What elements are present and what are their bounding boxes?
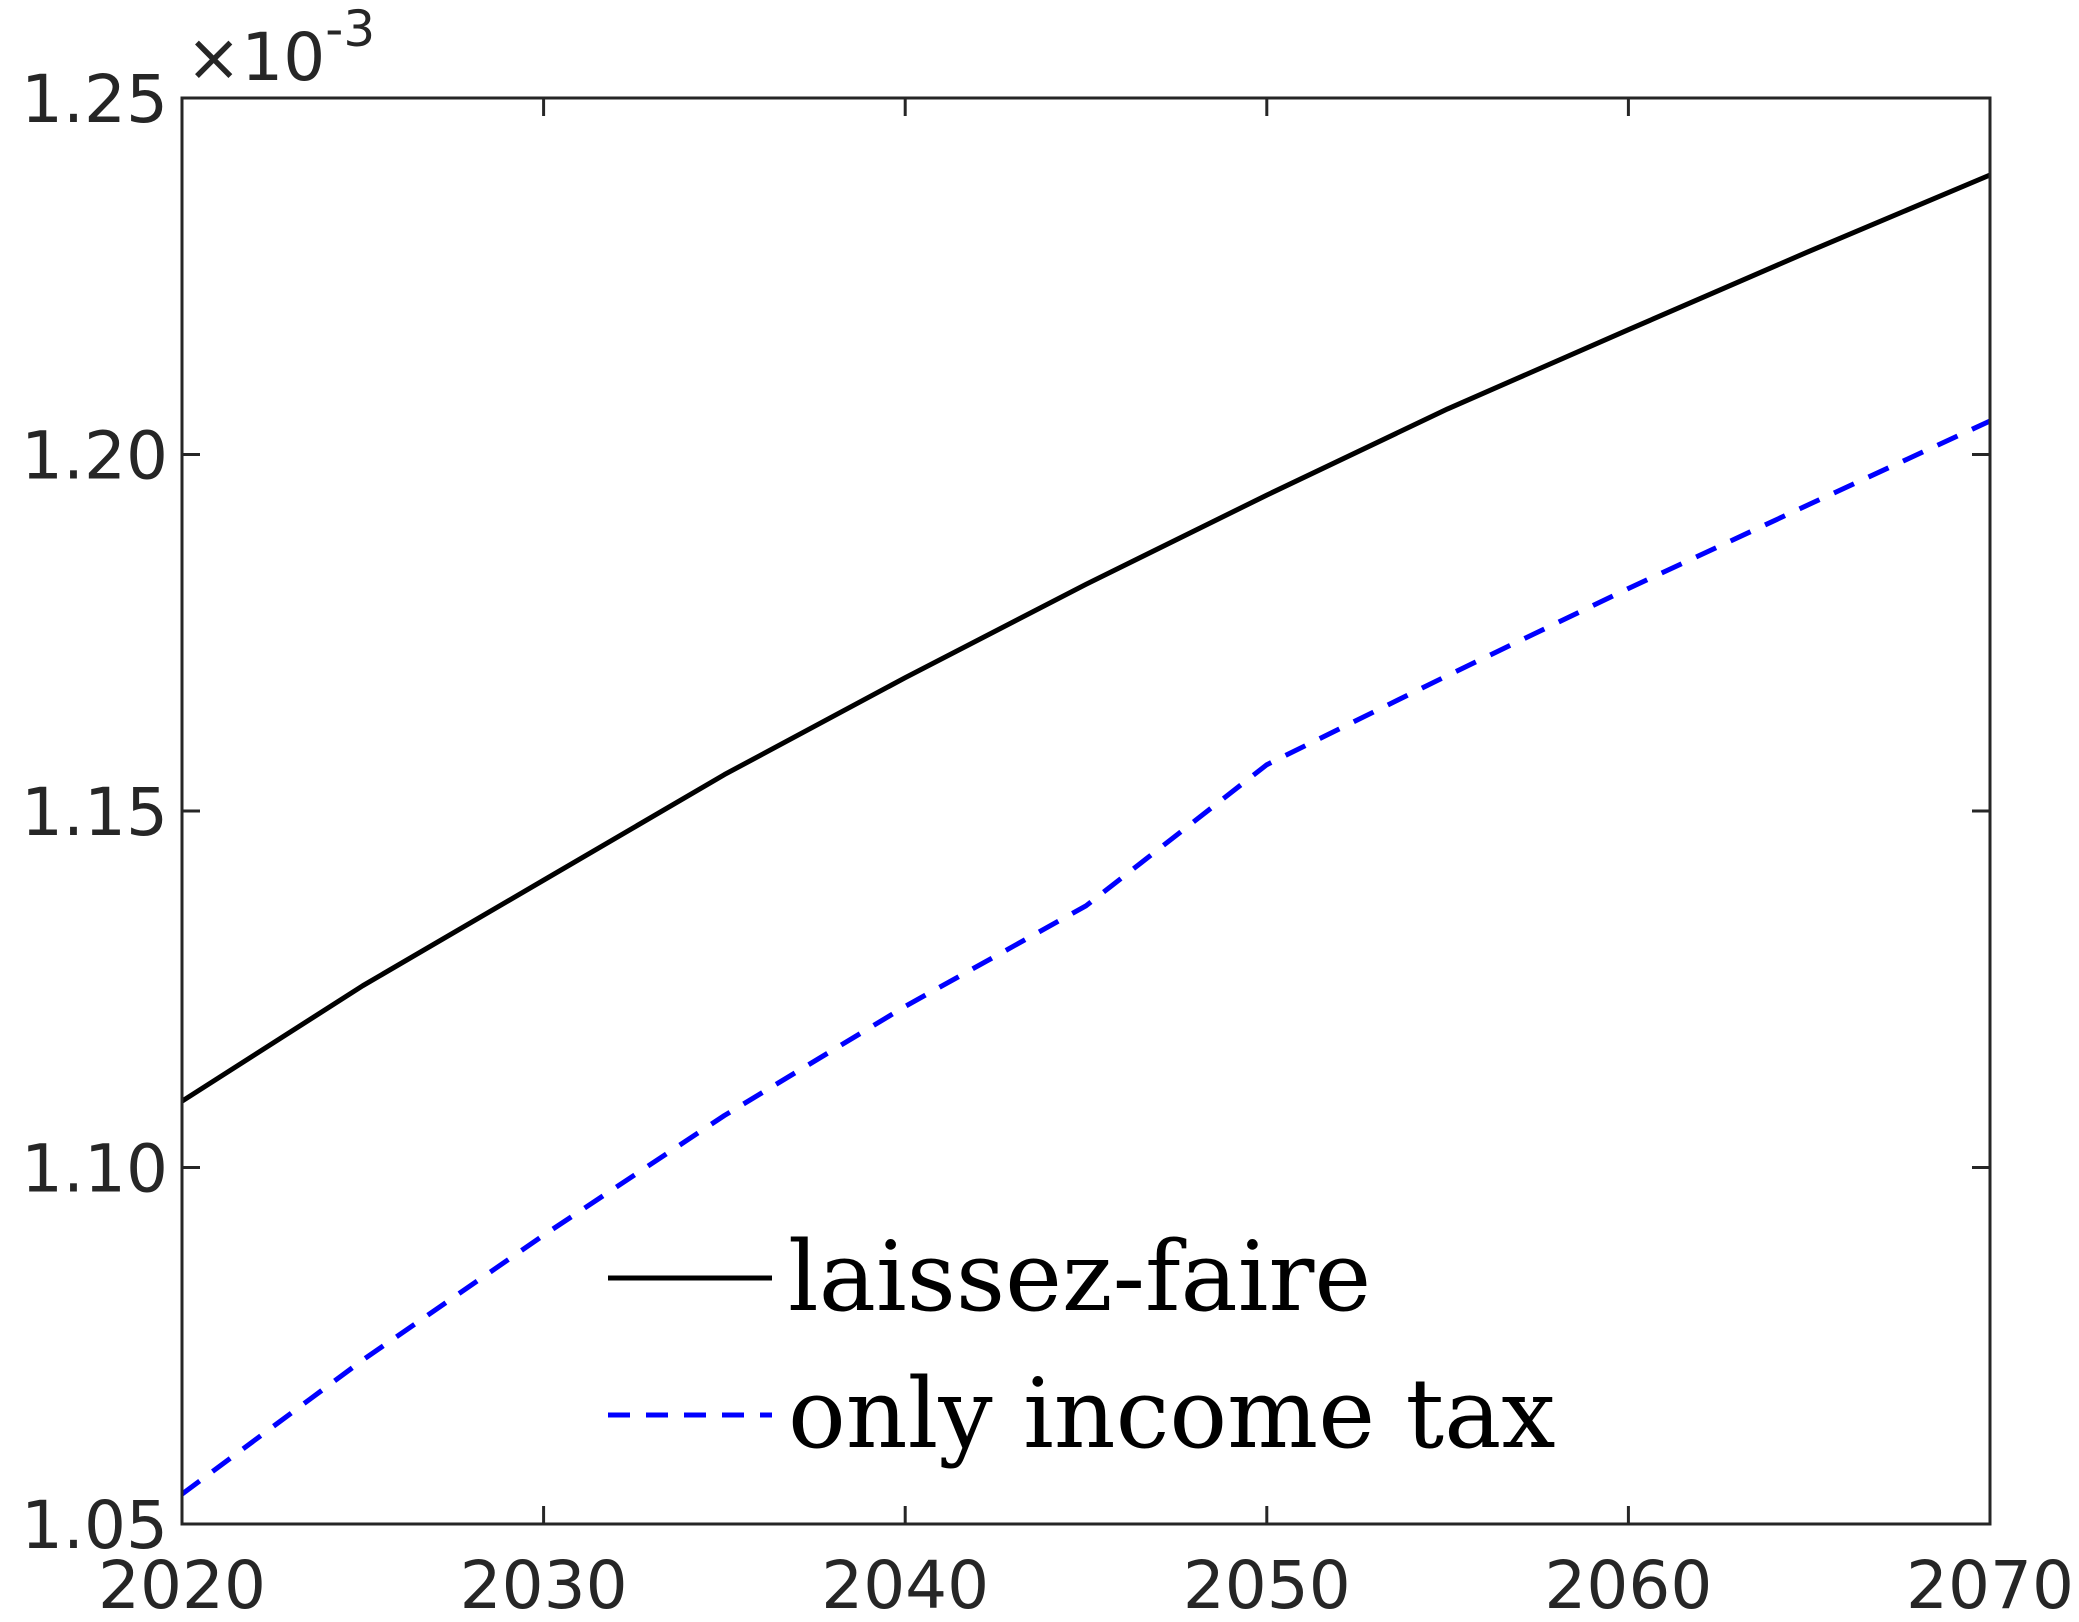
x-tick-label: 2030 bbox=[460, 1547, 628, 1622]
y-tick-label: 1.10 bbox=[21, 1131, 168, 1208]
y-tick-label: 1.15 bbox=[21, 774, 168, 851]
y-multiplier-exponent: -3 bbox=[325, 0, 375, 58]
y-tick-label: 1.20 bbox=[21, 418, 168, 495]
x-tick-label: 2070 bbox=[1906, 1547, 2074, 1622]
series-line-laissez-faire bbox=[180, 172, 1991, 1104]
series-lines bbox=[180, 172, 1992, 1497]
series-line-only-income-tax bbox=[180, 418, 1992, 1497]
y-multiplier-base: ×10 bbox=[186, 19, 325, 96]
legend-label-only-income-tax: only income tax bbox=[788, 1358, 1555, 1470]
x-tick-label: 2040 bbox=[821, 1547, 989, 1622]
plot-frame bbox=[180, 96, 1992, 1526]
legend-label-laissez-faire: laissez-faire bbox=[788, 1221, 1371, 1333]
plot-area bbox=[182, 98, 1990, 1524]
y-tick-label: 1.05 bbox=[21, 1487, 168, 1564]
y-axis-multiplier: ×10-3 bbox=[186, 0, 375, 96]
y-tick-label: 1.25 bbox=[21, 61, 168, 138]
x-tick-label: 2060 bbox=[1544, 1547, 1712, 1622]
tick-labels: 2020 2030 2040 2050 2060 2070 1.05 1.10 1.15 1.20… bbox=[21, 61, 2074, 1622]
x-tick-label: 2020 bbox=[98, 1547, 266, 1622]
legend: laissez-faire only income tax bbox=[608, 1221, 1555, 1470]
x-tick-label: 2050 bbox=[1183, 1547, 1351, 1622]
